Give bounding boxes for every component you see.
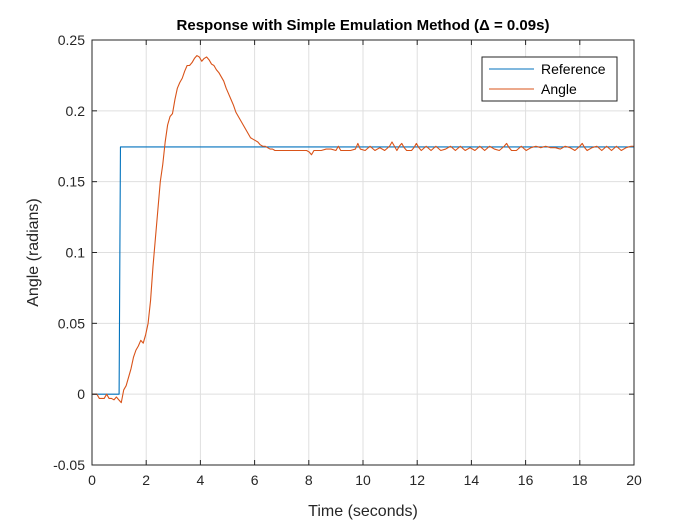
ticks: 0 2 4 6 8 10 12 14 16 18 20-0.0500.050.10.150.20.2… — [53, 32, 642, 488]
x-tick-label: 20 — [626, 472, 642, 488]
x-tick-label: 10 — [355, 472, 371, 488]
y-axis-label: Angle (radians) — [25, 198, 42, 307]
x-tick-label: 12 — [409, 472, 425, 488]
legend: Reference Angle — [481, 56, 618, 102]
series-layer — [92, 55, 634, 404]
legend-label-angle: Angle — [541, 81, 577, 97]
y-tick-label: 0.25 — [58, 32, 85, 48]
x-tick-label: 6 — [251, 472, 259, 488]
y-tick-label: 0.05 — [58, 315, 85, 331]
legend-label-reference: Reference — [541, 61, 606, 77]
x-tick-label: 8 — [305, 472, 313, 488]
series-line-angle — [92, 55, 634, 404]
x-tick-label: 0 — [88, 472, 96, 488]
y-tick-label: 0.2 — [66, 103, 86, 119]
y-tick-label: -0.05 — [53, 457, 85, 473]
x-tick-label: 16 — [518, 472, 534, 488]
series-line-reference — [92, 146, 634, 395]
x-tick-label: 4 — [197, 472, 205, 488]
x-tick-label: 2 — [142, 472, 150, 488]
chart-title: Response with Simple Emulation Method (Δ… — [177, 17, 550, 34]
x-tick-label: 14 — [464, 472, 480, 488]
x-tick-label: 18 — [572, 472, 588, 488]
y-tick-label: 0.1 — [66, 245, 86, 261]
legend-box — [481, 56, 618, 102]
x-axis-label: Time (seconds) — [308, 503, 418, 520]
y-tick-label: 0 — [77, 386, 85, 402]
y-tick-label: 0.15 — [58, 174, 85, 190]
